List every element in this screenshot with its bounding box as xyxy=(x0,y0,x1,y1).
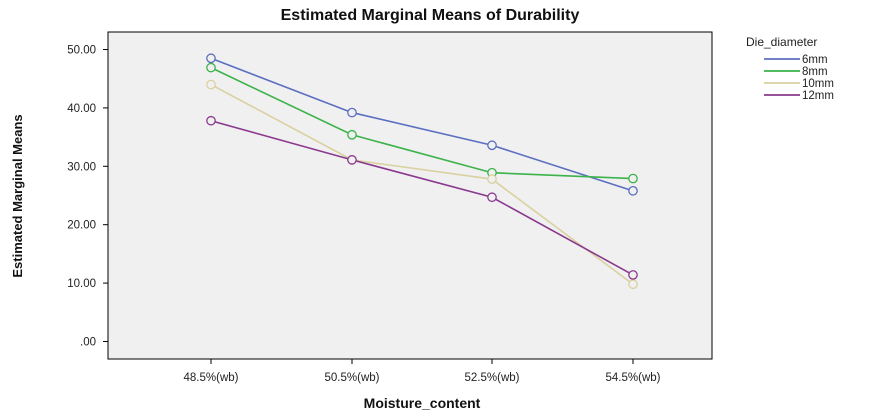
data-point-6mm xyxy=(487,140,497,151)
data-point-12mm xyxy=(347,155,357,165)
data-point-12mm xyxy=(628,270,638,280)
data-point-10mm xyxy=(206,79,216,90)
data-point-8mm xyxy=(347,129,357,140)
series-line-8mm xyxy=(210,66,634,180)
series-layer xyxy=(206,53,638,290)
x-tick-label: 54.5%(wb) xyxy=(606,372,661,384)
y-tick-label: 10.00 xyxy=(67,278,96,290)
legend-label: 8mm xyxy=(802,66,828,78)
data-point-6mm xyxy=(628,185,638,196)
y-axis: .00 10.00 20.00 30.00 40.00 50.00 xyxy=(67,45,108,348)
y-tick-label: 20.00 xyxy=(67,220,96,232)
x-tick-label: 48.5%(wb) xyxy=(184,372,239,384)
data-point-6mm xyxy=(206,53,216,64)
x-tick-label: 52.5%(wb) xyxy=(465,372,520,384)
data-point-12mm xyxy=(206,115,216,126)
data-point-6mm xyxy=(347,107,357,118)
series-line-6mm xyxy=(210,57,634,192)
plot-area xyxy=(107,31,713,360)
data-point-10mm xyxy=(487,174,497,184)
legend-title: Die_diameter xyxy=(746,35,817,49)
y-tick-label: 50.00 xyxy=(67,45,96,57)
y-tick-label: 40.00 xyxy=(67,103,96,115)
x-tick-label: 50.5%(wb) xyxy=(325,372,380,384)
data-point-10mm xyxy=(628,279,638,290)
data-point-12mm xyxy=(487,192,497,203)
data-point-8mm xyxy=(628,173,638,184)
legend-label: 12mm xyxy=(802,90,834,102)
series-line-12mm xyxy=(210,119,634,276)
legend-label: 6mm xyxy=(802,54,828,66)
series-line-10mm xyxy=(210,83,634,285)
x-axis: 48.5%(wb) 50.5%(wb) 52.5%(wb) 54.5%(wb) xyxy=(184,359,661,384)
x-axis-title: Moisture_content xyxy=(364,395,481,411)
chart-title: Estimated Marginal Means of Durability xyxy=(281,7,580,24)
data-point-8mm xyxy=(206,62,216,73)
y-axis-title: Estimated Marginal Means xyxy=(10,114,25,277)
y-tick-label: 30.00 xyxy=(67,161,96,173)
y-tick-label: .00 xyxy=(80,336,96,348)
legend-label: 10mm xyxy=(802,78,834,90)
